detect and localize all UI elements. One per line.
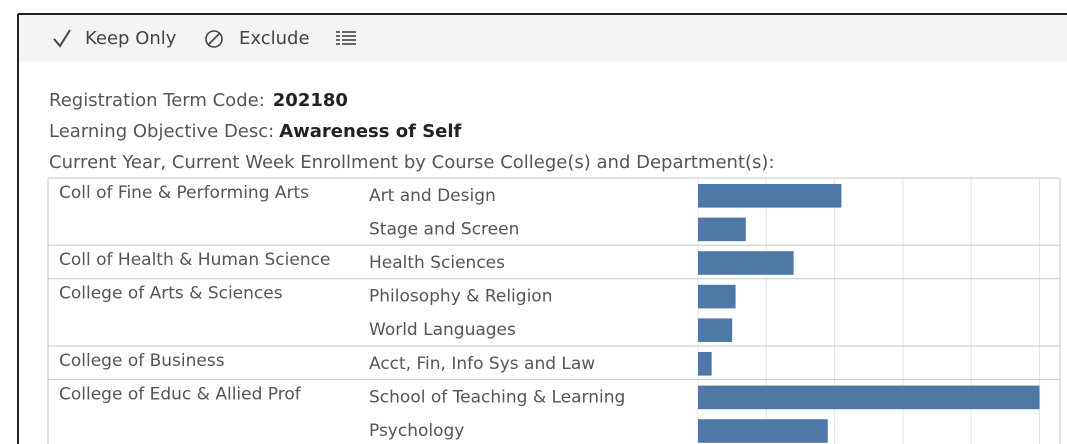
keep-only-label: Keep Only: [85, 28, 177, 49]
icon-part: [336, 43, 340, 45]
department-label: Philosophy & Religion: [369, 287, 552, 307]
view-data-button[interactable]: [336, 31, 356, 45]
icon-part: [336, 39, 340, 41]
bar: [698, 284, 736, 309]
icon-part: [342, 31, 356, 33]
bar: [698, 251, 794, 275]
bar: [698, 419, 828, 443]
icon-part: [336, 35, 340, 37]
line-value: 202180: [273, 90, 348, 111]
department-label: School of Teaching & Learning: [369, 387, 625, 407]
bar: [698, 184, 842, 208]
department-label: Psychology: [369, 421, 464, 441]
icon-part: [342, 43, 356, 45]
tooltip-line: Registration Term Code: 202180: [49, 90, 348, 111]
bar: [698, 352, 712, 376]
college-label: Coll of Health & Human Science: [59, 250, 330, 270]
college-label: College of Business: [59, 351, 225, 371]
department-label: World Languages: [369, 320, 516, 340]
line-label: Learning Objective Desc:: [49, 121, 274, 142]
check-icon: [53, 29, 71, 48]
bar: [698, 318, 733, 342]
exclude-icon-slash: [207, 32, 221, 46]
chart-title: Current Year, Current Week Enrollment by…: [49, 152, 775, 173]
line-label: Registration Term Code:: [49, 90, 265, 111]
department-label: Health Sciences: [369, 253, 505, 273]
keep-only-button[interactable]: Keep Only: [53, 28, 177, 49]
tooltip-line: Learning Objective Desc: Awareness of Sel…: [49, 121, 462, 142]
exclude-label: Exclude: [239, 28, 310, 49]
department-label: Acct, Fin, Info Sys and Law: [369, 354, 595, 374]
line-value: Awareness of Self: [279, 121, 461, 142]
college-label: Coll of Fine & Performing Arts: [59, 183, 309, 203]
icon-part: [336, 31, 340, 33]
college-label: College of Educ & Allied Prof: [59, 384, 302, 404]
college-label: College of Arts & Sciences: [59, 284, 283, 304]
toolbar: [19, 15, 1067, 62]
exclude-icon: [205, 30, 223, 48]
icon-part: [342, 39, 356, 41]
bar: [698, 385, 1040, 410]
bar: [698, 217, 746, 242]
department-label: Stage and Screen: [369, 219, 519, 239]
icon-part: [342, 35, 356, 37]
department-label: Art and Design: [369, 186, 496, 206]
exclude-button[interactable]: Exclude: [205, 28, 310, 49]
